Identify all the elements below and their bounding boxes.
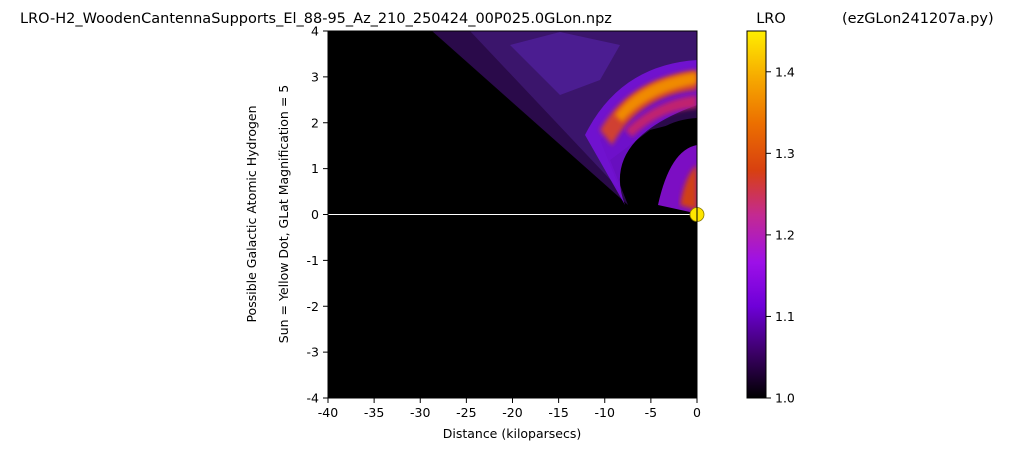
emission-wedge-inner (470, 31, 697, 190)
x-tick-label: 0 (693, 405, 701, 420)
emission-arc-outer (585, 60, 697, 205)
y-tick-label: -1 (307, 253, 319, 268)
y-axis-label-line1: Possible Galactic Atomic Hydrogen (244, 105, 259, 322)
x-tick-label: -20 (502, 405, 522, 420)
y-tick-label: 4 (311, 24, 319, 39)
x-tick-label: -5 (645, 405, 657, 420)
heatmap-emission (432, 31, 697, 212)
x-axis: -40 -35 -30 -25 -20 -15 -10 -5 0 (318, 398, 701, 420)
emission-arc-bright (615, 72, 697, 122)
x-tick-label: -40 (318, 405, 338, 420)
y-tick-label: -2 (307, 299, 319, 314)
y-tick-label: 3 (311, 69, 319, 84)
colorbar-ticks: 1.0 1.1 1.2 1.3 1.4 (766, 64, 795, 406)
emission-inner-bright (680, 165, 697, 210)
y-tick-label: 0 (311, 207, 319, 222)
colorbar-tick-label: 1.4 (775, 64, 795, 79)
x-tick-label: -30 (410, 405, 430, 420)
colorbar: 1.0 1.1 1.2 1.3 1.4 (746, 30, 795, 406)
colorbar-tick-label: 1.1 (775, 309, 795, 324)
colorbar-title: LRO (756, 11, 786, 27)
y-axis-label-line2: Sun = Yellow Dot, GLat Magnification = 5 (276, 85, 291, 343)
colorbar-tick-label: 1.2 (775, 227, 795, 242)
x-axis-label: Distance (kiloparsecs) (443, 426, 582, 441)
emission-arc-band (625, 95, 697, 137)
x-tick-label: -10 (595, 405, 615, 420)
y-axis: -4 -3 -2 -1 0 1 2 3 4 (307, 24, 328, 406)
x-tick-label: -25 (456, 405, 476, 420)
y-tick-label: -4 (307, 391, 320, 406)
file-title: LRO-H2_WoodenCantennaSupports_El_88-95_A… (20, 11, 612, 27)
colorbar-tick-label: 1.3 (775, 146, 795, 161)
emission-inner-void (632, 118, 697, 205)
script-title: (ezGLon241207a.py) (842, 11, 994, 27)
y-tick-label: 2 (311, 115, 319, 130)
x-tick-label: -15 (548, 405, 568, 420)
x-tick-label: -35 (364, 405, 384, 420)
y-tick-label: 1 (311, 161, 319, 176)
y-tick-label: -3 (307, 345, 319, 360)
colorbar-tick-label: 1.0 (775, 391, 795, 406)
heatmap-plot (327, 30, 705, 399)
emission-streak (510, 32, 620, 95)
colorbar-bar (746, 30, 767, 399)
